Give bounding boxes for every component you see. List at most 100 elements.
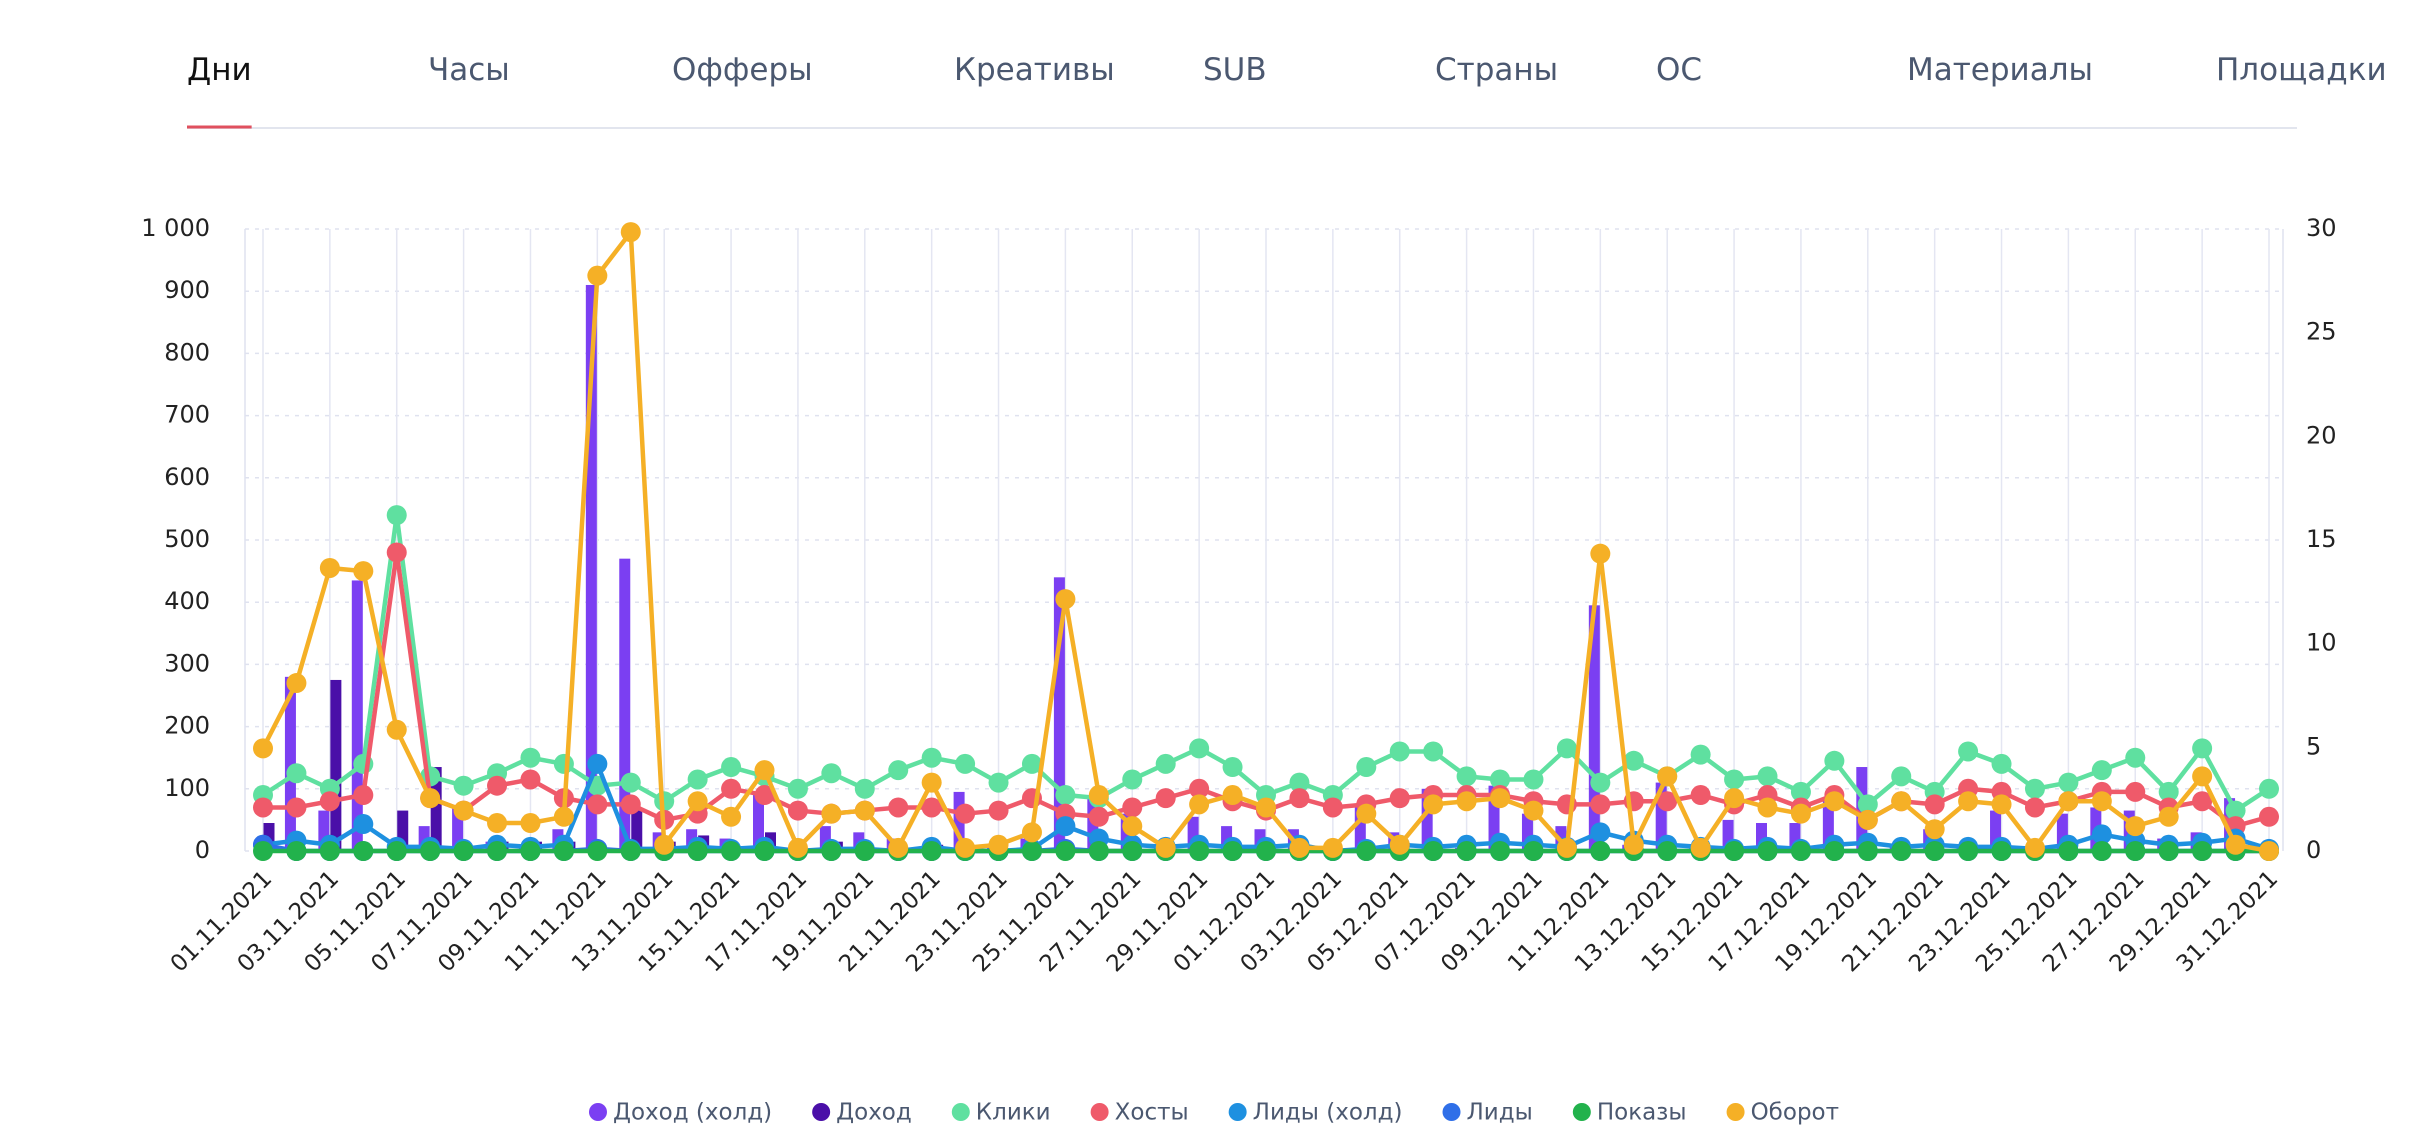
point [1055,589,1076,610]
point [988,800,1009,821]
point [587,841,608,861]
point [1657,791,1678,812]
legend-label[interactable]: Доход [836,1100,912,1126]
point [2024,837,2045,858]
point [587,753,608,774]
point [1155,753,1176,774]
point [687,769,708,790]
tab[interactable]: Часы [428,52,510,88]
point [1523,800,1544,821]
point [620,772,641,793]
point [1322,837,1343,858]
bar [1521,813,1533,851]
legend-label[interactable]: Лиды (холд) [1253,1100,1403,1126]
point [253,738,273,759]
point [1289,788,1310,809]
legend-label[interactable]: Оборот [1751,1100,1839,1126]
point [1857,794,1878,815]
point [888,760,909,781]
point [1891,791,1912,812]
point [1155,788,1176,809]
y-tick-label: 500 [164,525,210,553]
point [1155,837,1176,858]
point [2192,791,2213,812]
point [1055,816,1076,837]
point [1523,841,1544,861]
point [2091,841,2112,861]
legend-label[interactable]: Клики [976,1100,1051,1126]
legend-marker [951,1103,970,1121]
tab[interactable]: Страны [1435,52,1558,88]
bar [1722,819,1734,851]
legend-marker [1228,1103,1247,1121]
tab[interactable]: SUB [1203,52,1267,88]
point [1590,543,1611,564]
point [888,797,909,818]
bar [1354,804,1366,851]
legend-label[interactable]: Лиды [1467,1100,1533,1126]
point [353,814,374,835]
point [587,265,608,286]
point [487,775,508,796]
point [1456,841,1477,861]
bar [397,810,409,851]
point [1423,741,1444,762]
point [1891,841,1912,861]
point [721,841,742,861]
point [1389,834,1410,855]
y2-tick-label: 10 [2306,629,2337,657]
point [1857,809,1878,830]
point [386,542,407,563]
point [286,673,307,694]
point [1088,841,1109,861]
tab[interactable]: Офферы [672,52,813,88]
point [2259,841,2279,861]
tab[interactable]: Площадки [2216,52,2387,88]
point [1757,797,1778,818]
tab[interactable]: Материалы [1907,52,2093,88]
point [821,803,842,824]
bar [430,767,442,851]
point [1924,841,1945,861]
point [1122,841,1143,861]
bar [330,679,342,851]
bar [452,807,464,851]
y-tick-label: 900 [164,276,210,304]
point [1824,841,1845,861]
point [2024,797,2045,818]
point [2058,772,2079,793]
point [1590,822,1611,843]
point [353,841,374,861]
point [1690,785,1711,806]
point [1122,797,1143,818]
point [520,841,541,861]
point [1222,841,1243,861]
point [2158,806,2179,827]
tab[interactable]: Креативы [954,52,1115,88]
bar [351,580,363,851]
tab[interactable]: ОС [1656,52,1702,88]
point [2058,841,2079,861]
point [553,806,574,827]
tab[interactable]: Дни [187,52,252,88]
point [2125,781,2146,802]
legend-label[interactable]: Показы [1597,1100,1687,1126]
bar [1187,816,1199,851]
point [1122,816,1143,837]
point [1021,841,1042,861]
bar [753,791,764,851]
point [1490,769,1511,790]
point [955,837,976,858]
point [1088,785,1109,806]
point [1189,841,1210,861]
point [2192,738,2213,759]
legend-marker [812,1103,831,1121]
legend-label[interactable]: Доход (холд) [613,1100,772,1126]
point [1724,769,1745,790]
point [1724,841,1745,861]
point [487,813,508,834]
point [654,791,675,812]
point [1356,803,1377,824]
legend-label[interactable]: Хосты [1115,1100,1189,1126]
point [1824,791,1845,812]
